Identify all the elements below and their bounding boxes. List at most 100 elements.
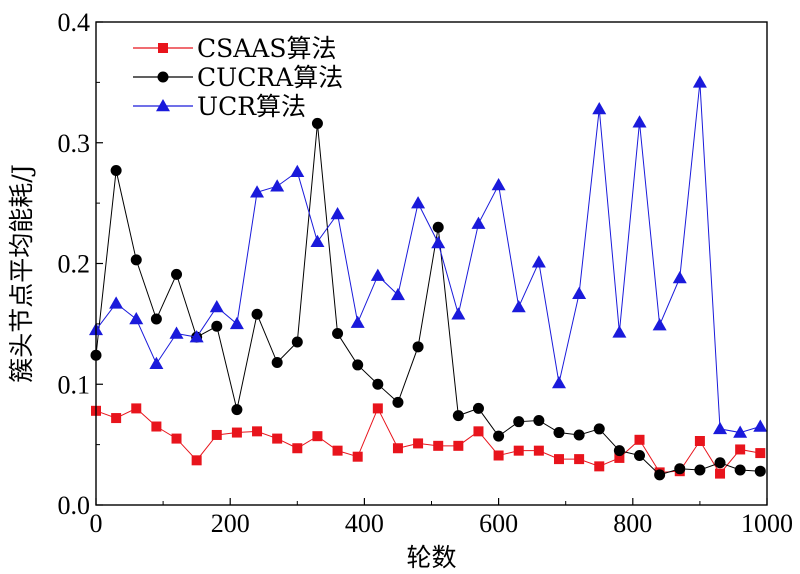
series-square	[91, 403, 766, 479]
data-point	[229, 316, 244, 330]
x-tick-label: 0	[90, 509, 103, 538]
data-point	[594, 461, 605, 472]
data-point	[211, 429, 222, 440]
data-point	[252, 426, 263, 437]
data-point	[632, 115, 647, 128]
data-point	[713, 421, 728, 435]
data-point	[392, 396, 404, 408]
data-point	[694, 436, 705, 447]
data-point	[191, 455, 202, 466]
data-point	[614, 452, 625, 463]
data-point	[350, 315, 365, 328]
legend-marker	[158, 43, 168, 53]
data-point	[392, 443, 403, 454]
legend-label: CSAAS算法	[197, 34, 337, 63]
data-point	[130, 254, 142, 266]
legend-item: UCR算法	[133, 92, 306, 121]
data-point	[412, 341, 424, 353]
series-triangle	[89, 75, 768, 438]
y-tick-label: 0.2	[58, 250, 91, 279]
data-point	[431, 235, 446, 249]
data-point	[472, 402, 484, 414]
legend-label: CUCRA算法	[197, 63, 343, 92]
x-tick-label: 800	[613, 509, 652, 538]
data-point	[694, 464, 706, 476]
data-point	[330, 206, 345, 220]
data-point	[332, 328, 344, 340]
data-point	[231, 404, 243, 416]
data-point	[390, 287, 405, 301]
data-point	[111, 413, 122, 424]
data-point	[413, 438, 424, 449]
data-point	[211, 320, 223, 332]
y-tick-label: 0.3	[58, 129, 91, 158]
tick-labels: 0 200 400 600 800 1000 0.0 0.1 0.2 0.3 0.4	[58, 8, 794, 538]
data-point	[692, 75, 707, 88]
data-point	[332, 445, 343, 456]
data-point	[150, 313, 162, 325]
data-point	[513, 416, 525, 428]
y-tick-label: 0.1	[58, 370, 91, 399]
x-tick-label: 400	[345, 509, 384, 538]
data-point	[272, 433, 283, 444]
legend-marker	[156, 99, 170, 112]
data-point	[755, 448, 766, 459]
data-point	[491, 178, 506, 191]
data-point	[734, 464, 746, 476]
legend-label: UCR算法	[197, 92, 306, 121]
data-point	[452, 410, 464, 422]
data-point	[291, 336, 303, 348]
data-point	[109, 296, 124, 309]
data-point	[715, 468, 726, 479]
legend-item: CSAAS算法	[133, 34, 337, 63]
data-point	[674, 463, 686, 475]
series-layer	[89, 75, 768, 481]
data-point	[471, 216, 486, 229]
data-point	[754, 465, 766, 477]
legend-marker	[157, 71, 169, 83]
data-point	[171, 433, 182, 444]
data-point	[613, 445, 625, 457]
data-point	[592, 101, 607, 115]
data-point	[209, 299, 224, 313]
data-point	[493, 450, 504, 461]
data-point	[432, 221, 444, 233]
x-tick-label: 200	[211, 509, 250, 538]
data-point	[511, 299, 526, 313]
data-point	[634, 449, 646, 461]
data-point	[612, 325, 627, 338]
data-point	[573, 429, 585, 441]
data-point	[493, 430, 505, 442]
data-point	[672, 270, 687, 284]
data-point	[433, 440, 444, 451]
data-point	[270, 179, 285, 192]
data-point	[733, 425, 748, 438]
data-point	[151, 421, 162, 432]
data-point	[551, 376, 566, 389]
series-line	[95, 82, 761, 434]
axes	[95, 21, 768, 506]
data-point	[311, 117, 323, 129]
data-point	[231, 427, 242, 438]
data-point	[370, 268, 385, 281]
data-point	[290, 164, 305, 177]
data-point	[553, 454, 564, 465]
data-point	[533, 445, 544, 456]
data-point	[531, 255, 546, 268]
data-point	[574, 454, 585, 465]
data-point	[533, 414, 545, 426]
y-tick-label: 0.0	[58, 491, 91, 520]
data-point	[714, 457, 726, 469]
data-point	[352, 359, 364, 371]
data-point	[189, 330, 204, 343]
data-point	[129, 312, 144, 325]
series-line	[95, 123, 761, 476]
data-point	[593, 423, 605, 435]
data-point	[372, 403, 383, 414]
data-point	[572, 286, 587, 299]
x-tick-label: 1000	[741, 509, 793, 538]
data-point	[735, 444, 746, 455]
y-axis-label: 簇头节点平均能耗/J	[7, 164, 36, 382]
data-point	[411, 196, 426, 209]
